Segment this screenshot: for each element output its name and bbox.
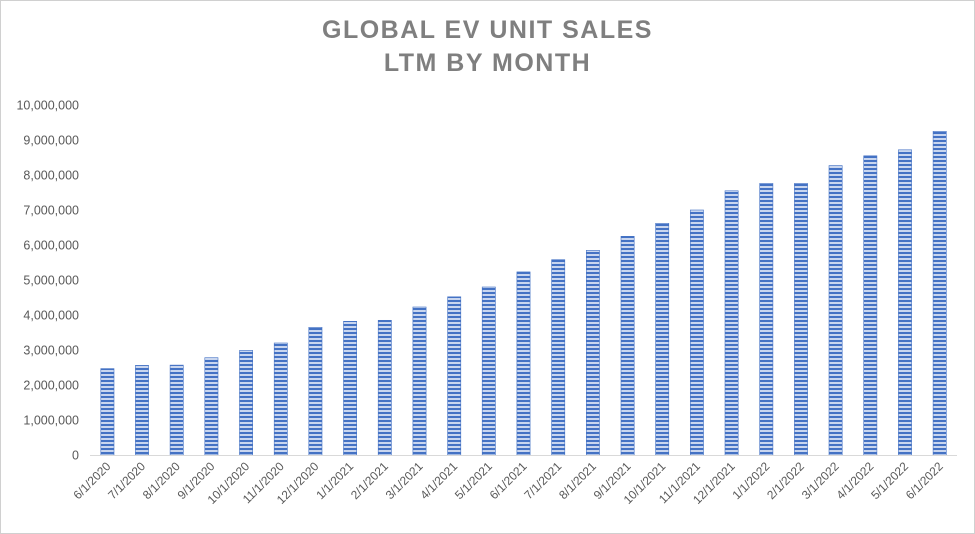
- bar: [932, 131, 947, 456]
- y-axis: 0 1,000,000 2,000,000 3,000,000 4,000,000 5,0…: [16, 99, 79, 463]
- bar: [724, 190, 739, 456]
- bar: [308, 326, 323, 456]
- x-tick-label: 6/1/2020: [70, 459, 113, 502]
- bar: [412, 306, 427, 456]
- x-axis: 6/1/20207/1/20208/1/20209/1/202010/1/202…: [70, 455, 957, 507]
- x-tick-label: 6/1/2022: [903, 459, 946, 502]
- bar: [481, 286, 496, 456]
- y-tick-label: 6,000,000: [23, 239, 79, 253]
- bar: [447, 296, 462, 456]
- y-tick-label: 0: [72, 449, 79, 463]
- x-tick-label: 8/1/2020: [140, 459, 183, 502]
- bar: [273, 342, 288, 456]
- x-tick-label: 6/1/2021: [487, 459, 530, 502]
- bar: [620, 236, 635, 456]
- bar: [585, 250, 600, 456]
- chart-title-line-1: GLOBAL EV UNIT SALES: [322, 16, 653, 44]
- bar: [135, 365, 149, 456]
- x-tick-label: 3/1/2022: [799, 459, 842, 502]
- bar: [343, 320, 357, 456]
- x-tick-label: 5/1/2022: [868, 459, 911, 502]
- x-tick-label: 1/1/2021: [313, 459, 356, 502]
- bars: [100, 131, 947, 456]
- x-tick-label: 2/1/2022: [764, 459, 807, 502]
- x-tick-label: 2/1/2021: [348, 459, 391, 502]
- bar: [655, 223, 670, 456]
- bar: [794, 183, 808, 456]
- bar: [898, 149, 912, 456]
- y-tick-label: 8,000,000: [23, 169, 79, 183]
- y-tick-label: 9,000,000: [23, 134, 79, 148]
- bar: [551, 259, 566, 456]
- bar: [204, 357, 219, 456]
- chart-title: GLOBAL EV UNIT SALES LTM BY MONTH: [0, 14, 975, 80]
- bar: [828, 165, 843, 456]
- y-tick-label: 3,000,000: [23, 344, 79, 358]
- y-tick-label: 10,000,000: [16, 99, 79, 113]
- bar: [239, 350, 253, 456]
- x-tick-label: 4/1/2022: [833, 459, 876, 502]
- y-tick-label: 1,000,000: [23, 414, 79, 428]
- x-tick-label: 4/1/2021: [417, 459, 460, 502]
- bar: [759, 183, 774, 456]
- y-tick-label: 2,000,000: [23, 379, 79, 393]
- x-tick-label: 7/1/2021: [521, 459, 564, 502]
- bar: [377, 319, 392, 456]
- x-tick-label: 5/1/2021: [452, 459, 495, 502]
- y-tick-label: 7,000,000: [23, 204, 79, 218]
- x-tick-label: 7/1/2020: [105, 459, 148, 502]
- y-tick-label: 4,000,000: [23, 309, 79, 323]
- bar: [100, 368, 115, 456]
- bar: [516, 271, 531, 456]
- y-tick-label: 5,000,000: [23, 274, 79, 288]
- bar: [863, 155, 878, 456]
- bar: [169, 364, 184, 456]
- chart-title-line-2: LTM BY MONTH: [383, 49, 592, 77]
- bar: [689, 209, 704, 456]
